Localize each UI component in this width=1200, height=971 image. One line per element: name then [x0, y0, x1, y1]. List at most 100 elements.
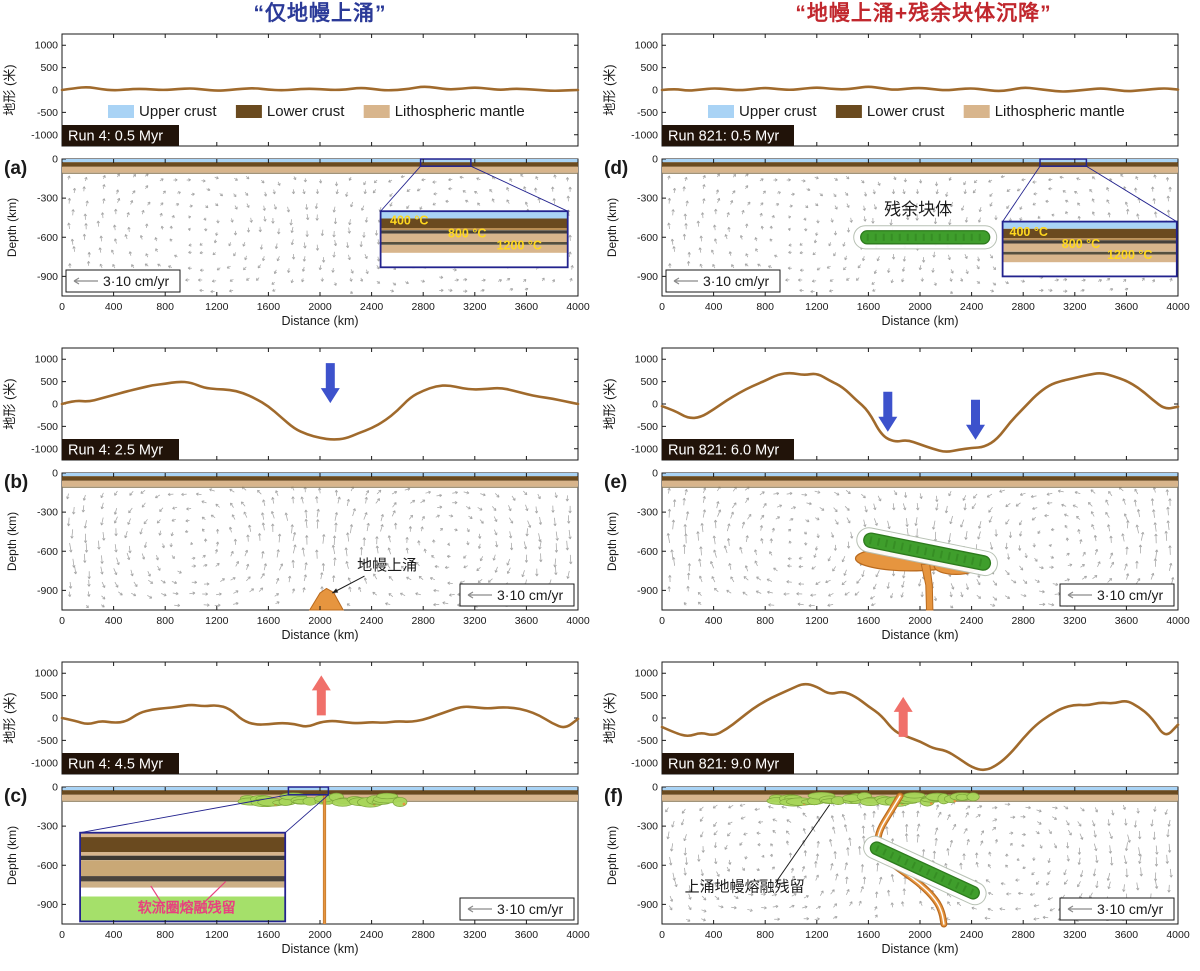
- residual-block: [863, 835, 987, 906]
- topography-curve: [60, 380, 580, 441]
- depth-ytick-label: -900: [637, 271, 658, 283]
- melt-speck: [402, 802, 406, 806]
- topography-curve: [660, 371, 1180, 453]
- run-label: Run 4: 2.5 Myr: [68, 443, 163, 459]
- depth-ytick-label: -600: [37, 860, 58, 872]
- inset-connector: [80, 794, 289, 834]
- topo-axis-label: 地形 (米): [602, 692, 617, 743]
- xtick-label: 3200: [1063, 301, 1087, 313]
- topo-ytick-label: 500: [640, 376, 658, 388]
- panel-letter-a: (a): [4, 158, 27, 179]
- lithospheric-mantle-layer: [662, 166, 1178, 173]
- topo-ytick-label: 1000: [635, 354, 659, 366]
- panel-letter-b: (b): [4, 472, 28, 493]
- run-label-box: [662, 439, 794, 460]
- inset-border: [379, 210, 569, 269]
- column-right: 1000 500 0 -500 -1000 地形 (米) Upper crust Lower …: [600, 28, 1200, 970]
- run-label: Run 4: 4.5 Myr: [68, 757, 163, 773]
- xtick-label: 800: [756, 301, 774, 313]
- xtick-label: 3600: [515, 301, 539, 313]
- scale-arrow-icon: [1067, 591, 1092, 599]
- depth-ytick-label: -900: [637, 585, 658, 597]
- xtick-label: 2800: [1012, 929, 1036, 941]
- xtick-label: 3600: [1115, 615, 1139, 627]
- inset-layer: [1002, 228, 1177, 239]
- legend-swatch: [108, 105, 134, 118]
- xtick-label: 1600: [257, 301, 281, 313]
- topo-ytick-label: -1000: [31, 443, 58, 455]
- inset-connector: [284, 794, 329, 834]
- panel-letter-d: (d): [604, 158, 628, 179]
- lithosphere-base-line: [62, 172, 578, 174]
- lower-crust-layer: [662, 476, 1178, 481]
- inset-melt: 软流圈熔融残留: [79, 786, 330, 923]
- melt-speck: [929, 802, 933, 805]
- xtick-label: 2400: [960, 615, 984, 627]
- run-label: Run 821: 9.0 Myr: [668, 757, 779, 773]
- inset-connector: [380, 165, 421, 212]
- depth-ytick-label: -900: [37, 585, 58, 597]
- inset-layer: [80, 887, 286, 897]
- depth-ytick-label: 0: [652, 468, 658, 480]
- xtick-label: 3600: [515, 929, 539, 941]
- xtick-label: 1600: [257, 615, 281, 627]
- subsidence-arrow-icon: [320, 363, 340, 404]
- legend-label: Lithospheric mantle: [395, 103, 525, 120]
- topography-curve: [60, 703, 580, 729]
- velocity-scale-label: 3·10 cm/yr: [497, 587, 563, 603]
- subsidence-arrow-icon: [966, 399, 985, 440]
- lithospheric-mantle-layer: [62, 166, 578, 173]
- xtick-label: 3200: [1063, 615, 1087, 627]
- inset-layer: [380, 244, 568, 253]
- xtick-label: 4000: [566, 929, 590, 941]
- xtick-label: 800: [156, 301, 174, 313]
- topo-ytick-label: 500: [40, 376, 58, 388]
- inset-layer: [380, 228, 568, 231]
- topo-ytick-label: 500: [40, 62, 58, 74]
- run-label-box: [662, 753, 794, 774]
- xtick-label: 800: [156, 615, 174, 627]
- xtick-label: 400: [105, 929, 123, 941]
- panel-letter-c: (c): [4, 786, 27, 807]
- inset-layer: [80, 860, 286, 877]
- inset-source-box: [1039, 158, 1088, 167]
- xtick-label: 2400: [360, 301, 384, 313]
- topo-ytick-label: 1000: [635, 668, 659, 680]
- topo-ytick-label: -500: [637, 421, 658, 433]
- topo-ytick-label: 0: [652, 399, 658, 411]
- xtick-label: 2000: [308, 929, 332, 941]
- run-label: Run 4: 0.5 Myr: [68, 129, 163, 145]
- melt-pointer-line: [150, 885, 163, 904]
- xtick-label: 4000: [566, 615, 590, 627]
- melt-blob: [392, 796, 408, 808]
- xtick-label: 1600: [857, 929, 881, 941]
- panel-group-d: 1000 500 0 -500 -1000 地形 (米) Upper crust Lower …: [602, 33, 1190, 328]
- xtick-label: 2000: [308, 615, 332, 627]
- xtick-label: 1200: [805, 301, 829, 313]
- xtick-label: 3600: [515, 615, 539, 627]
- legend-label: Upper crust: [739, 103, 817, 120]
- legend-swatch: [235, 105, 262, 118]
- x-axis-label: Distance (km): [881, 942, 958, 956]
- section-ticks: [661, 158, 1179, 296]
- annotation-line: [332, 575, 365, 594]
- xtick-label: 800: [756, 615, 774, 627]
- xtick-label: 1600: [857, 301, 881, 313]
- scale-arrow-icon: [73, 277, 98, 285]
- xtick-label: 400: [705, 929, 723, 941]
- subsidence-arrow-icon: [878, 391, 898, 432]
- topo-ytick-label: 0: [52, 85, 58, 97]
- xtick-label: 0: [659, 301, 665, 313]
- inset-layer: [1002, 238, 1177, 241]
- velocity-scale-label: 3·10 cm/yr: [497, 901, 563, 917]
- xtick-label: 1200: [205, 301, 229, 313]
- inset-layer: [1002, 240, 1177, 244]
- xtick-label: 1600: [257, 929, 281, 941]
- topo-ytick-label: 1000: [35, 40, 59, 52]
- panel-group-b: 1000 500 0 -500 -1000 地形 (米) Run 4: 2.5 Myr 地幔上…: [2, 347, 590, 642]
- xtick-label: 0: [659, 929, 665, 941]
- depth-axis-label: Depth (km): [605, 512, 619, 571]
- inset-layer: [80, 855, 286, 861]
- melt-blob: [955, 793, 969, 801]
- topo-ytick-label: 0: [52, 713, 58, 725]
